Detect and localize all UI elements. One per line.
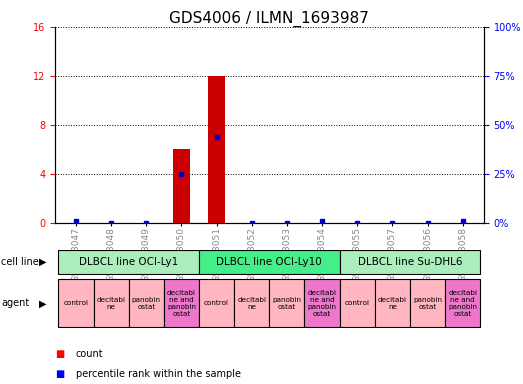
Text: cell line: cell line <box>1 257 39 267</box>
FancyBboxPatch shape <box>269 280 304 327</box>
FancyBboxPatch shape <box>339 250 480 274</box>
Text: ■: ■ <box>55 349 64 359</box>
FancyBboxPatch shape <box>304 280 339 327</box>
FancyBboxPatch shape <box>234 280 269 327</box>
Text: decitabi
ne and
panobin
ostat: decitabi ne and panobin ostat <box>448 290 477 317</box>
Text: control: control <box>345 300 370 306</box>
Text: ■: ■ <box>55 369 64 379</box>
Text: agent: agent <box>1 298 29 308</box>
FancyBboxPatch shape <box>129 280 164 327</box>
Text: control: control <box>204 300 229 306</box>
Bar <box>208 76 225 223</box>
Text: percentile rank within the sample: percentile rank within the sample <box>76 369 241 379</box>
Text: DLBCL line Su-DHL6: DLBCL line Su-DHL6 <box>358 257 462 267</box>
Text: decitabi
ne and
panobin
ostat: decitabi ne and panobin ostat <box>308 290 337 317</box>
FancyBboxPatch shape <box>59 280 94 327</box>
FancyBboxPatch shape <box>164 280 199 327</box>
Text: panobin
ostat: panobin ostat <box>413 297 442 310</box>
FancyBboxPatch shape <box>445 280 480 327</box>
FancyBboxPatch shape <box>410 280 445 327</box>
Text: decitabi
ne and
panobin
ostat: decitabi ne and panobin ostat <box>167 290 196 317</box>
Text: decitabi
ne: decitabi ne <box>237 297 266 310</box>
Text: decitabi
ne: decitabi ne <box>378 297 407 310</box>
Text: DLBCL line OCI-Ly10: DLBCL line OCI-Ly10 <box>217 257 322 267</box>
Text: DLBCL line OCI-Ly1: DLBCL line OCI-Ly1 <box>79 257 178 267</box>
FancyBboxPatch shape <box>59 250 199 274</box>
Text: decitabi
ne: decitabi ne <box>97 297 126 310</box>
FancyBboxPatch shape <box>94 280 129 327</box>
Text: control: control <box>63 300 88 306</box>
FancyBboxPatch shape <box>199 250 339 274</box>
FancyBboxPatch shape <box>339 280 375 327</box>
Title: GDS4006 / ILMN_1693987: GDS4006 / ILMN_1693987 <box>169 11 369 27</box>
FancyBboxPatch shape <box>199 280 234 327</box>
Text: ▶: ▶ <box>39 257 47 267</box>
Text: ▶: ▶ <box>39 298 47 308</box>
Bar <box>173 149 190 223</box>
Text: panobin
ostat: panobin ostat <box>132 297 161 310</box>
FancyBboxPatch shape <box>375 280 410 327</box>
Text: count: count <box>76 349 104 359</box>
Text: panobin
ostat: panobin ostat <box>272 297 301 310</box>
